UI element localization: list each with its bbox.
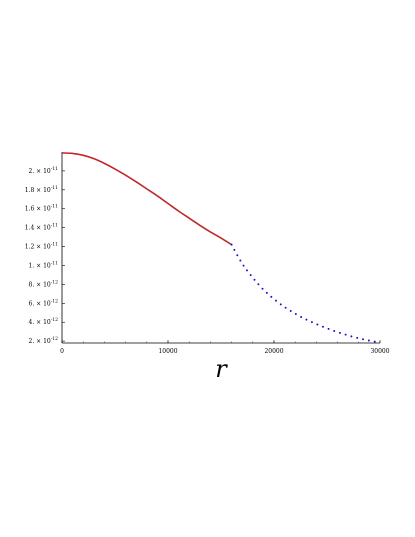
y-tick-label: 1.8 × 10-11 — [25, 185, 58, 194]
y-tick-label: 2. × 10-12 — [29, 336, 59, 345]
y-tick-label: 1. × 10-11 — [29, 260, 59, 269]
x-tick-label: 20000 — [264, 348, 283, 355]
x-tick-label: 10000 — [158, 348, 177, 355]
y-tick-label: 1.6 × 10-11 — [25, 204, 58, 213]
x-tick-label: 30000 — [370, 348, 389, 355]
y-tick-label: 1.4 × 10-11 — [25, 223, 58, 232]
series-line-1 — [61, 152, 233, 246]
x-tick-label: 0 — [60, 348, 64, 355]
series-layer — [61, 152, 381, 344]
y-tick-label: 1.2 × 10-11 — [25, 242, 58, 251]
x-axis-label: r — [215, 355, 228, 383]
series-line-2 — [230, 243, 381, 344]
y-tick-label: 4. × 10-12 — [29, 317, 59, 326]
axes-layer — [61, 152, 380, 344]
y-tick-label: 6. × 10-12 — [29, 298, 59, 307]
y-tick-label: 2. × 10-11 — [29, 166, 59, 175]
y-tick-label: 8. × 10-12 — [29, 279, 59, 288]
ticks-layer: 0 10000 20000 30000 2. × 10-12 4. × 10-12 6. ×… — [25, 166, 390, 355]
